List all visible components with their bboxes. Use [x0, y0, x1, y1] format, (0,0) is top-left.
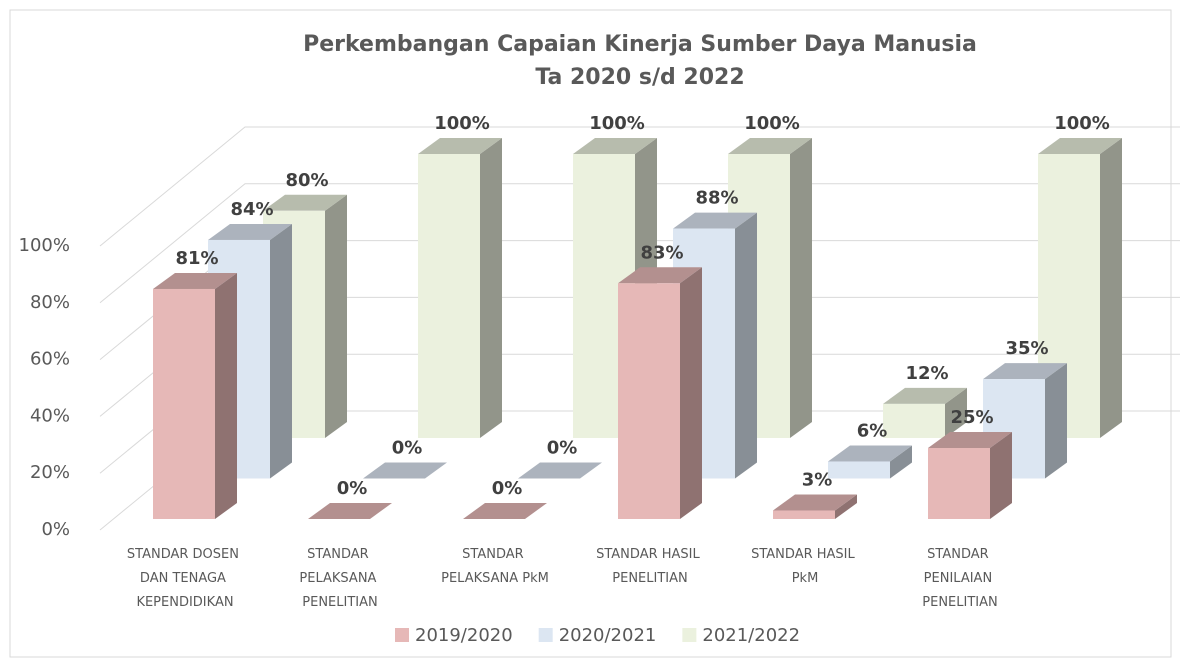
data-label: 100% — [1054, 113, 1110, 134]
bar — [928, 432, 1012, 519]
bar-top — [773, 494, 857, 511]
bar-top — [883, 387, 967, 404]
x-tick-label: STANDAR HASIL PkM — [751, 547, 859, 586]
data-label: 100% — [589, 113, 645, 134]
data-label: 83% — [640, 242, 683, 263]
bar — [518, 462, 602, 479]
y-tick-label: 60% — [30, 349, 70, 370]
bar-top — [153, 272, 237, 289]
data-label: 88% — [695, 188, 738, 209]
bar — [308, 503, 392, 519]
data-label: 80% — [285, 170, 328, 191]
chart-subtitle: Ta 2020 s/d 2022 — [535, 65, 744, 90]
bar — [363, 462, 447, 479]
bar — [1038, 138, 1122, 438]
bar — [418, 138, 502, 438]
bar-front — [618, 283, 680, 519]
x-tick-label: STANDAR HASIL PENELITIAN — [596, 547, 704, 586]
bar-side — [1100, 138, 1122, 438]
bar-side — [890, 445, 912, 479]
x-tick-label: STANDAR PELAKSANA PENELITIAN — [299, 547, 380, 610]
bar-side — [990, 432, 1012, 519]
bar-top — [928, 432, 1012, 448]
data-label: 6% — [857, 420, 888, 441]
grid-line — [99, 126, 1180, 247]
x-tick-label: STANDAR PENILAIAN PENELITIAN — [922, 547, 997, 610]
legend-swatch — [538, 628, 553, 642]
data-label: 100% — [434, 113, 490, 134]
chart-title: Perkembangan Capaian Kinerja Sumber Daya… — [303, 32, 977, 57]
bar — [153, 272, 237, 519]
bar-top — [983, 363, 1067, 380]
data-label: 100% — [744, 113, 800, 134]
grid-line — [99, 183, 1180, 304]
data-label: 84% — [230, 199, 273, 220]
data-label: 12% — [905, 363, 948, 384]
bar-top — [463, 503, 547, 519]
bar-side — [680, 267, 702, 519]
bar-side — [1045, 363, 1067, 479]
bar — [828, 445, 912, 479]
x-tick-label: STANDAR PELAKSANA PkM — [441, 547, 549, 586]
bar-side — [480, 138, 502, 438]
y-tick-label: 40% — [30, 405, 70, 426]
bar-side — [790, 138, 812, 438]
bar-top — [728, 138, 812, 154]
bar-front — [153, 288, 215, 519]
y-tick-label: 80% — [30, 292, 70, 313]
bar-side — [270, 223, 292, 479]
bar-side — [735, 212, 757, 479]
bar-top — [518, 462, 602, 479]
data-label: 0% — [547, 438, 578, 459]
x-tick-label: STANDAR DOSEN DAN TENAGA KEPENDIDIKAN — [127, 547, 243, 610]
bar-front — [883, 403, 945, 438]
legend-swatch — [682, 628, 697, 642]
y-tick-label: 20% — [30, 462, 70, 483]
bar-top — [1038, 138, 1122, 154]
bar-side — [215, 272, 237, 519]
bar — [618, 267, 702, 519]
bar — [883, 387, 967, 438]
y-tick-label: 100% — [19, 235, 70, 256]
legend-swatch — [395, 628, 409, 642]
bar-front — [828, 461, 890, 479]
bar-side — [325, 194, 347, 438]
bar-top — [363, 462, 447, 479]
legend-label: 2019/2020 — [415, 625, 513, 646]
legend-label: 2020/2021 — [559, 625, 657, 646]
bar-top — [308, 503, 392, 519]
bar-top — [573, 138, 657, 154]
data-label: 25% — [950, 407, 993, 428]
bar-top — [828, 445, 912, 462]
data-label: 81% — [175, 248, 218, 269]
data-label: 3% — [802, 469, 833, 490]
bar — [773, 494, 857, 519]
y-tick-label: 0% — [41, 519, 70, 540]
bar-front — [773, 510, 835, 519]
data-label: 0% — [392, 438, 423, 459]
bar-top — [618, 267, 702, 284]
bar-top — [673, 212, 757, 229]
bar-side — [945, 387, 967, 438]
bar — [463, 503, 547, 519]
data-label: 35% — [1005, 338, 1048, 359]
legend-label: 2021/2022 — [702, 625, 800, 646]
bar-side — [835, 494, 857, 519]
bar-top — [208, 223, 292, 240]
bar-top — [418, 138, 502, 154]
data-label: 0% — [492, 478, 523, 499]
bar-front — [418, 154, 480, 438]
bar-top — [263, 194, 347, 211]
bar-front — [928, 448, 990, 519]
data-label: 0% — [337, 478, 368, 499]
